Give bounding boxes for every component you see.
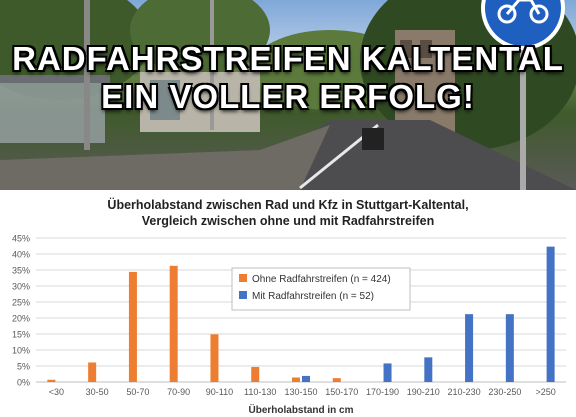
y-tick-label: 0%: [17, 378, 30, 388]
x-tick-label: 30-50: [86, 387, 109, 397]
bar-mit: [302, 375, 310, 382]
bar-ohne: [332, 378, 341, 382]
y-tick-label: 10%: [12, 346, 30, 356]
x-tick-label: >250: [535, 387, 555, 397]
bar-mit: [424, 357, 433, 382]
x-axis-label: Überholabstand in cm: [248, 403, 353, 416]
x-tick-label: 190-210: [407, 387, 440, 397]
headline-line-1: RADFAHRSTREIFEN KALTENTAL: [12, 40, 564, 77]
bar-chart: 0% 5% 10% 15% 20% 25% 30% 35% 40% 45% <30 30-50 50-7…: [12, 234, 566, 416]
y-tick-label: 25%: [12, 298, 30, 308]
x-tick-label: 150-170: [325, 387, 358, 397]
legend-label: Ohne Radfahrstreifen (n = 424): [252, 274, 391, 285]
x-tick-label: 130-150: [284, 387, 317, 397]
x-tick-label: 230-250: [488, 387, 521, 397]
chart-title: Überholabstand zwischen Rad und Kfz in S…: [107, 198, 469, 212]
legend-swatch: [239, 291, 247, 299]
bar-mit: [383, 363, 392, 382]
headline-line-2: EIN VOLLER ERFOLG!: [101, 78, 475, 115]
bar-mit: [465, 314, 474, 382]
street-scene-image: [0, 0, 576, 190]
chart-area: Überholabstand zwischen Rad und Kfz in S…: [0, 190, 576, 417]
x-tick-label: 110-130: [244, 387, 276, 397]
legend-box: [231, 267, 411, 311]
x-tick-label: 170-190: [366, 387, 399, 397]
bar-mit: [505, 314, 514, 382]
y-tick-label: 45%: [12, 234, 30, 244]
y-tick-label: 20%: [12, 314, 30, 324]
bar-ohne: [251, 366, 260, 382]
y-tick-label: 40%: [12, 250, 30, 260]
header-photo: RADFAHRSTREIFEN KALTENTAL EIN VOLLER ERF…: [0, 0, 576, 190]
legend-swatch: [239, 274, 247, 282]
bar-mit: [546, 246, 555, 382]
bar-ohne: [169, 265, 178, 382]
bar-ohne: [210, 334, 219, 382]
legend-label: Mit Radfahrstreifen (n = 52): [252, 291, 374, 302]
y-tick-label: 15%: [12, 330, 30, 340]
x-tick-label: 210-230: [448, 387, 481, 397]
chart-subtitle: Vergleich zwischen ohne und mit Radfahrs…: [141, 214, 435, 228]
bar-ohne: [47, 379, 56, 382]
y-tick-label: 30%: [12, 282, 30, 292]
x-tick-label: 90-110: [206, 387, 233, 397]
bar-ohne: [88, 362, 97, 382]
x-tick-label: 70-90: [167, 387, 190, 397]
x-tick-label: <30: [49, 387, 64, 397]
bar-ohne: [128, 271, 137, 382]
x-tick-label: 50-70: [126, 387, 149, 397]
bar-ohne: [292, 377, 300, 382]
y-tick-label: 35%: [12, 266, 30, 276]
y-tick-label: 5%: [17, 362, 30, 372]
